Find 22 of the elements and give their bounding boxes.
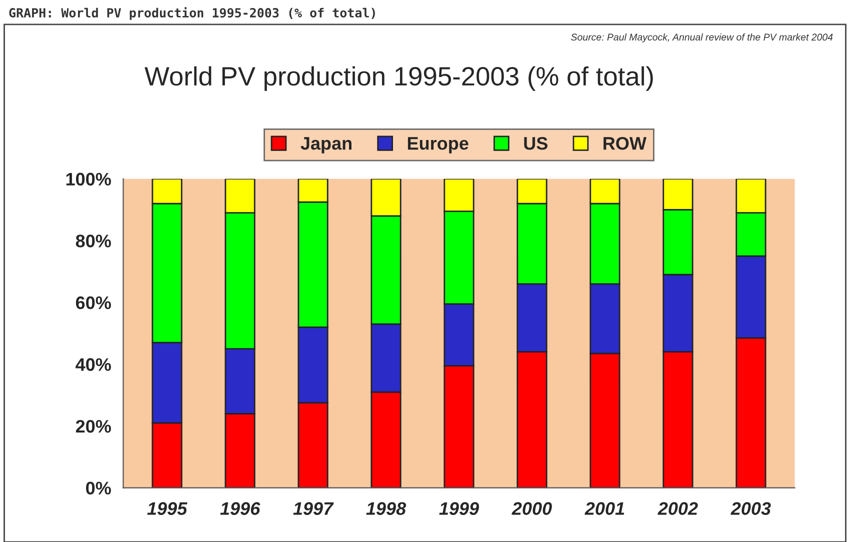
text: GRAPH: World PV production 1995-2003 (% of total) bbox=[9, 7, 375, 20]
y-tick-label: 20% bbox=[76, 420, 111, 433]
source-note: Source: Paul Maycock, Annual review of the PV market 2004 bbox=[571, 33, 833, 42]
x-tick-label: 1999 bbox=[439, 502, 480, 515]
x-tick-label: 2003 bbox=[730, 502, 771, 515]
legend-label: US bbox=[524, 136, 548, 150]
x-tick-label: 2001 bbox=[584, 502, 624, 515]
y-tick-label: 80% bbox=[76, 234, 111, 248]
x-tick-label: 1996 bbox=[220, 502, 260, 515]
y-tick-label: 100% bbox=[66, 172, 111, 186]
x-tick-label: 1995 bbox=[147, 502, 188, 515]
x-tick-label: 2000 bbox=[512, 502, 552, 515]
legend-label: Europe bbox=[408, 137, 468, 154]
chart-title: World PV production 1995-2003 (% of total) bbox=[144, 66, 653, 91]
x-tick-label: 1997 bbox=[293, 502, 334, 515]
legend-label: Japan bbox=[300, 137, 352, 154]
x-tick-label: 2002 bbox=[658, 502, 698, 515]
y-tick-label: 60% bbox=[76, 296, 111, 310]
legend-label: ROW bbox=[604, 136, 646, 150]
y-tick-label: 40% bbox=[76, 358, 111, 371]
y-tick-label: 0% bbox=[86, 482, 111, 495]
x-tick-label: 1998 bbox=[366, 502, 406, 515]
